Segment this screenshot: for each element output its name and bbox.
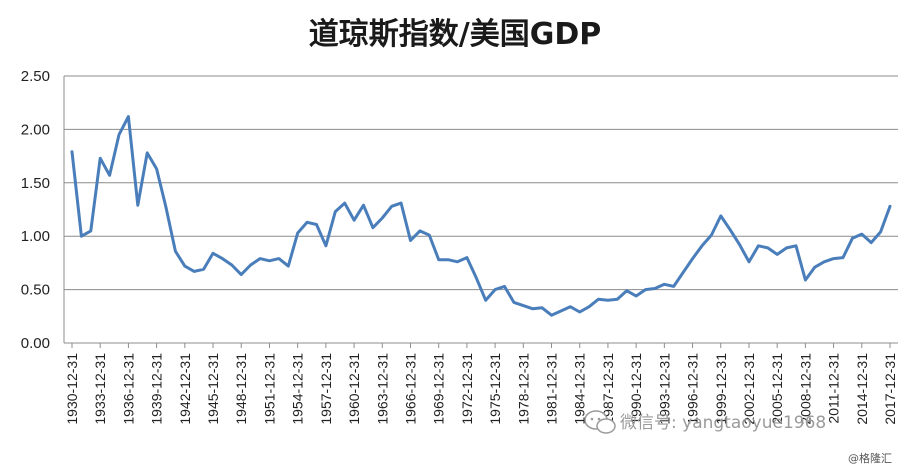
series-line-group [70, 115, 892, 317]
x-tick-label: 1939-12-31 [149, 353, 165, 425]
y-tick-label: 1.00 [21, 228, 50, 245]
x-tick-label: 2002-12-31 [741, 353, 757, 425]
x-tick-label: 1945-12-31 [205, 353, 221, 425]
x-tick-label: 1999-12-31 [713, 353, 729, 425]
x-tick-label: 1963-12-31 [374, 353, 390, 425]
x-tick-label: 1960-12-31 [346, 353, 362, 425]
chart-title: 道琼斯指数/美国GDP [309, 17, 601, 52]
x-tick-label: 1942-12-31 [177, 353, 193, 425]
x-tick-label: 1972-12-31 [459, 353, 475, 425]
x-tick-label: 1957-12-31 [318, 353, 334, 425]
y-tick-label: 0.50 [21, 282, 50, 299]
x-tick-label: 2017-12-31 [882, 353, 898, 425]
y-tick-label: 2.00 [21, 121, 50, 138]
x-axis-tick-labels: 1930-12-31 1933-12-31 1936-12-31 1939-12-31… [64, 353, 898, 425]
y-tick-label: 1.50 [21, 175, 50, 192]
x-tick-label: 1990-12-31 [628, 353, 644, 425]
source-watermark: @格隆汇 [848, 451, 892, 465]
x-tick-label: 1966-12-31 [402, 353, 418, 425]
x-tick-label: 1984-12-31 [572, 353, 588, 425]
y-tick-label: 0.00 [21, 335, 50, 352]
x-tick-label: 1951-12-31 [261, 353, 277, 425]
x-tick-label: 1948-12-31 [233, 353, 249, 425]
x-tick-label: 1981-12-31 [544, 353, 560, 425]
x-tick-label: 1987-12-31 [600, 353, 616, 425]
x-tick-label: 1996-12-31 [685, 353, 701, 425]
x-tick-label: 2014-12-31 [854, 353, 870, 425]
gridlines [64, 75, 898, 291]
x-tick-label: 1993-12-31 [656, 353, 672, 425]
wechat-id-watermark: 微信号: yangtaoyue1968 [620, 413, 826, 433]
y-axis-tick-labels: 0.00 0.50 1.00 1.50 2.00 2.50 [21, 68, 50, 352]
series-line [70, 115, 892, 317]
x-tick-label: 2011-12-31 [826, 353, 842, 424]
x-tick-label: 1930-12-31 [64, 353, 80, 425]
x-tick-label: 1936-12-31 [120, 353, 136, 425]
x-tick-label: 2005-12-31 [769, 353, 785, 425]
x-tick-label: 1933-12-31 [92, 353, 108, 425]
watermark: 微信号: yangtaoyue1968 @格隆汇 [584, 410, 892, 465]
x-tick-label: 2008-12-31 [797, 353, 813, 425]
x-tick-label: 1969-12-31 [431, 353, 447, 425]
x-tick-label: 1975-12-31 [487, 353, 503, 425]
y-tick-label: 2.50 [21, 68, 50, 85]
x-tick-label: 1978-12-31 [515, 353, 531, 425]
wechat-logo-icon [584, 410, 616, 434]
x-tick-label: 1954-12-31 [290, 353, 306, 425]
axes [63, 76, 898, 348]
